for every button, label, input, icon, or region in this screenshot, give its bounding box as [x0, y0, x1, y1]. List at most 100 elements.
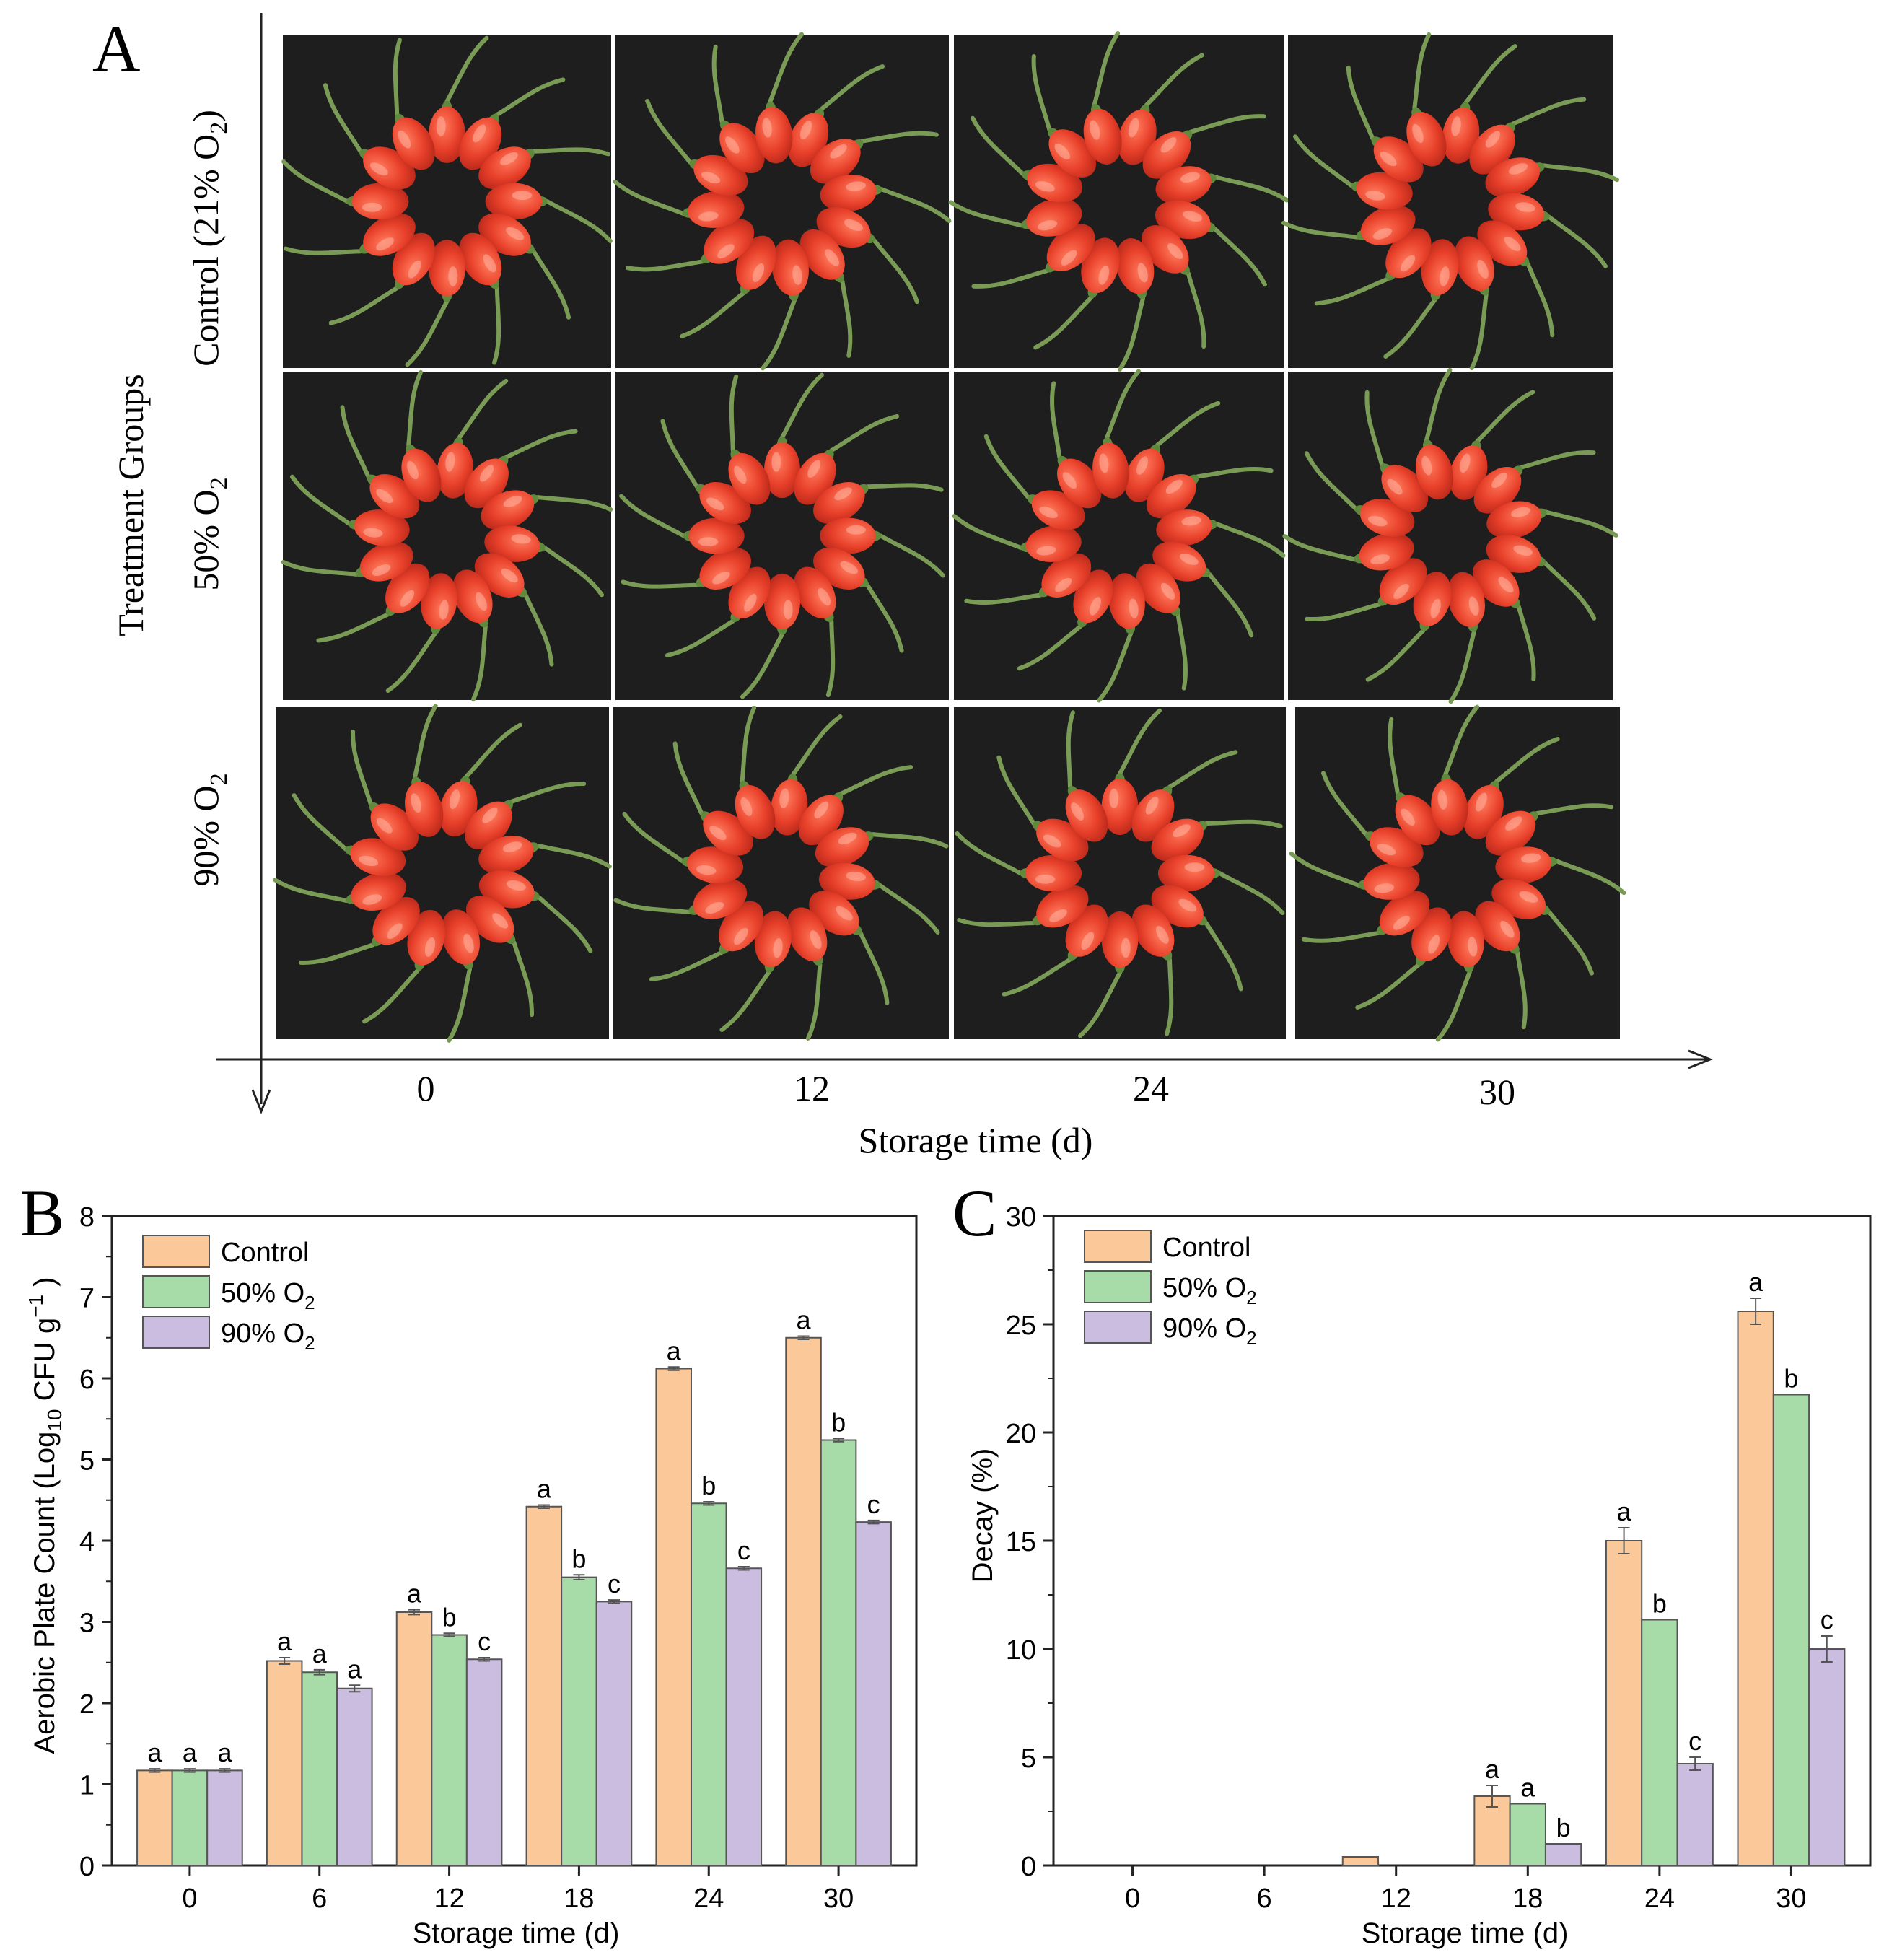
x-tick-label: 0	[182, 1884, 197, 1914]
berry-highlight	[463, 933, 474, 953]
significance-letter: a	[217, 1738, 232, 1767]
berry	[1485, 803, 1614, 856]
x-tick-label: 6	[312, 1884, 327, 1914]
berry-stem	[1144, 53, 1204, 108]
y-tick-label: 3	[79, 1609, 95, 1639]
berry	[955, 831, 1082, 892]
bar-control-6	[266, 1660, 303, 1866]
berry-stem	[447, 966, 473, 1043]
berry-stem	[1031, 53, 1052, 132]
berry	[478, 146, 611, 190]
berry-body	[728, 452, 771, 505]
berry-stem	[340, 405, 371, 479]
berry-stem	[1117, 296, 1146, 372]
berry	[1442, 44, 1517, 164]
berry	[818, 862, 940, 935]
berry-highlight	[1368, 515, 1388, 527]
berry-body	[719, 123, 765, 174]
berry-stem	[1321, 771, 1368, 837]
berry-stem	[1469, 292, 1489, 371]
legend-swatch	[142, 1275, 210, 1308]
photo-r1-c0	[281, 369, 613, 702]
berry-body	[1485, 810, 1536, 856]
legend-label: 50% O2	[221, 1278, 315, 1313]
berry	[621, 547, 751, 590]
berry-highlight	[834, 487, 852, 500]
berry-stem	[1364, 390, 1385, 468]
berry-highlight	[1039, 507, 1058, 518]
photo-r2-c3	[1289, 704, 1626, 1042]
berry-highlight	[830, 144, 847, 159]
berry-stem	[1281, 220, 1359, 240]
berry	[626, 219, 755, 272]
berry-highlight	[1178, 898, 1197, 912]
berry-highlight	[1062, 472, 1077, 489]
berry-stem	[351, 729, 373, 807]
berry	[622, 811, 744, 884]
berry-stem	[328, 286, 400, 325]
berry-stem	[1443, 704, 1480, 777]
photo-r1-c2	[952, 369, 1286, 703]
berry-highlight	[445, 452, 455, 472]
berry	[711, 45, 765, 174]
berry-highlight	[479, 465, 494, 482]
berry-highlight	[1054, 144, 1071, 159]
significance-letter: b	[701, 1471, 716, 1500]
berry-highlight	[1377, 844, 1396, 856]
berry-highlight	[1035, 181, 1055, 192]
berry-stem	[948, 200, 1025, 228]
y-tick-label: 20	[1006, 1419, 1036, 1449]
berry-stem	[1511, 97, 1587, 126]
panel-a-label: A	[92, 12, 140, 85]
column-label-12: 12	[794, 1068, 830, 1108]
berry-stem	[1186, 271, 1206, 349]
berry-body	[1381, 465, 1429, 512]
berry	[1131, 904, 1175, 1036]
chart-b-ylabel: Aerobic Plate Count (Log10 CFU g−1 )	[25, 1277, 66, 1754]
berry-body	[1065, 789, 1108, 842]
berry-highlight	[1365, 191, 1385, 201]
berry-stem	[385, 631, 437, 694]
row-label-90: 90% O2	[185, 773, 232, 886]
berry-highlight	[1370, 554, 1390, 565]
berry	[613, 179, 745, 228]
berry-stem	[840, 279, 853, 358]
bar-control-24	[1605, 1540, 1643, 1866]
bar-50o2-0	[171, 1769, 209, 1866]
berry	[1078, 911, 1139, 1038]
significance-letter: a	[797, 1305, 812, 1335]
berry-stem	[1424, 367, 1453, 443]
berry	[281, 159, 409, 220]
berry-body	[439, 781, 478, 837]
row-label-50: 50% O2	[185, 477, 232, 590]
legend-swatch	[1084, 1270, 1152, 1303]
bar-90o2-24	[725, 1567, 763, 1866]
photo-background	[1288, 372, 1613, 700]
berry-body	[478, 146, 531, 190]
berry-body	[484, 525, 540, 562]
berry-stem	[996, 755, 1036, 826]
berry-stem	[298, 942, 376, 965]
berry-stem	[289, 474, 352, 526]
bar-90o2-0	[206, 1769, 243, 1866]
berry-highlight	[706, 497, 724, 511]
berry	[1293, 134, 1413, 210]
berry	[405, 704, 444, 837]
berry	[485, 183, 613, 243]
berry	[1101, 708, 1162, 836]
x-tick-label: 12	[434, 1884, 464, 1914]
berry-highlight	[398, 130, 411, 149]
y-tick-label: 8	[79, 1202, 95, 1233]
berry-highlight	[1511, 507, 1530, 517]
berry	[1488, 193, 1608, 268]
berry-stem	[1104, 369, 1141, 441]
berry-stem	[273, 878, 349, 904]
berry-highlight	[1180, 172, 1200, 183]
berry	[437, 378, 509, 499]
berry-highlight	[1393, 916, 1411, 930]
berry-stem	[1155, 401, 1221, 447]
berry-stem	[316, 612, 390, 643]
berry	[1383, 239, 1459, 359]
